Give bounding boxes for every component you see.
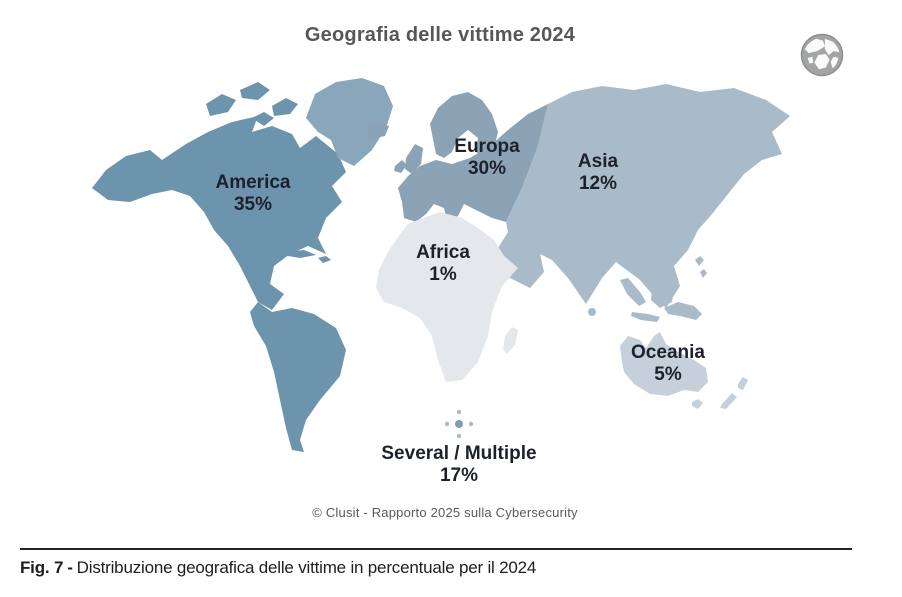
greenland-region (306, 78, 393, 166)
america-region (92, 82, 346, 452)
multiple-dots-icon (444, 409, 474, 439)
greenland-shape (306, 78, 393, 166)
region-value: 12% (578, 173, 618, 194)
arctic-island-shape (252, 112, 274, 126)
figure-number: Fig. 7 (20, 558, 64, 577)
asia-region (498, 84, 790, 322)
madagascar-shape (503, 327, 518, 354)
new-guinea-shape (664, 302, 702, 320)
ireland-shape (394, 160, 407, 173)
region-value: 35% (233, 194, 273, 215)
japan-shape (658, 206, 677, 231)
label-africa: Africa 1% (416, 242, 470, 286)
label-asia: Asia 12% (578, 151, 618, 195)
philippines-shape (695, 256, 704, 266)
europa-region (366, 92, 548, 224)
australia-shape (620, 332, 708, 396)
new-zealand-south-shape (720, 393, 737, 409)
region-value: 5% (654, 364, 682, 385)
label-europa: Europa 30% (454, 136, 519, 180)
region-name: Africa (416, 242, 470, 263)
caption-divider (20, 548, 852, 550)
label-america: America 35% (216, 172, 291, 216)
region-name: Europa (454, 136, 520, 157)
north-america-shape (92, 116, 346, 310)
africa-region (376, 212, 518, 382)
region-name: Several / Multiple (381, 443, 537, 464)
tasmania-shape (692, 399, 703, 409)
iceland-shape (366, 123, 389, 139)
arctic-island-shape (240, 82, 270, 100)
region-value: 1% (429, 264, 457, 285)
africa-shape (376, 212, 518, 382)
region-name: America (215, 172, 291, 193)
globe-icon (800, 33, 844, 77)
new-zealand-north-shape (738, 377, 748, 390)
arctic-island-shape (272, 98, 298, 116)
sakhalin-shape (668, 176, 676, 191)
asia-shape (498, 84, 790, 308)
caption-separator: - (67, 558, 73, 577)
region-name: Oceania (631, 342, 705, 363)
hispaniola-shape (318, 256, 331, 263)
region-name: Asia (577, 151, 619, 172)
region-value: 30% (467, 158, 507, 179)
java-shape (631, 312, 660, 322)
cuba-shape (284, 250, 316, 258)
uk-shape (405, 144, 423, 174)
figure-caption: Fig. 7- Distribuzione geografica delle vi… (20, 558, 536, 578)
label-oceania: Oceania 5% (631, 342, 705, 386)
borneo-shape (651, 282, 674, 308)
source-credit: © Clusit - Rapporto 2025 sulla Cybersecu… (312, 505, 578, 520)
oceania-region (620, 332, 748, 409)
scandinavia-shape (430, 92, 498, 158)
page-title: Geografia delle vittime 2024 (304, 24, 576, 46)
caption-text: Distribuzione geografica delle vittime i… (76, 558, 537, 577)
arctic-island-shape (206, 94, 236, 116)
world-map (92, 78, 790, 452)
region-value: 17% (439, 465, 479, 486)
label-several-multiple: Several / Multiple 17% (381, 443, 536, 487)
sumatra-shape (620, 278, 646, 306)
philippines-shape (700, 269, 707, 278)
south-america-shape (250, 302, 346, 452)
sri-lanka-shape (588, 308, 596, 316)
europe-mainland-shape (398, 104, 548, 224)
